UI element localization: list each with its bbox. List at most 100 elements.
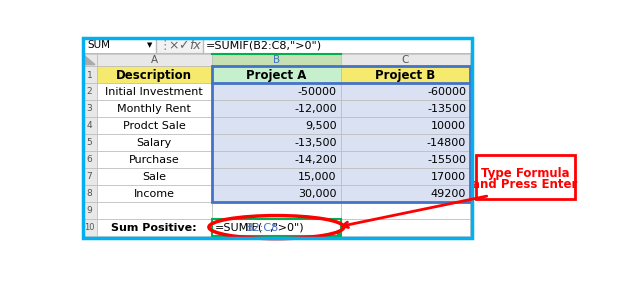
FancyBboxPatch shape [341, 83, 470, 100]
Text: 17000: 17000 [431, 172, 466, 182]
Bar [83, 38, 472, 238]
FancyBboxPatch shape [212, 202, 341, 219]
Text: =SUMIF(B2:C8,">0"): =SUMIF(B2:C8,">0") [206, 40, 322, 50]
Text: Project A: Project A [246, 68, 306, 81]
Polygon shape [84, 55, 95, 65]
FancyBboxPatch shape [341, 185, 470, 202]
Text: B: B [273, 55, 280, 65]
FancyBboxPatch shape [96, 151, 212, 168]
FancyBboxPatch shape [341, 219, 470, 236]
FancyBboxPatch shape [341, 66, 470, 83]
FancyBboxPatch shape [212, 151, 341, 168]
FancyBboxPatch shape [476, 155, 575, 199]
Text: Type Formula: Type Formula [481, 167, 569, 180]
FancyBboxPatch shape [96, 66, 212, 83]
Bar [212, 66, 470, 202]
Text: 9: 9 [87, 206, 92, 215]
Text: 8: 8 [87, 189, 92, 198]
Text: -14,200: -14,200 [294, 155, 337, 165]
Text: Purchase: Purchase [129, 155, 180, 165]
Text: -15500: -15500 [427, 155, 466, 165]
FancyBboxPatch shape [212, 168, 341, 185]
Text: Sum Positive:: Sum Positive: [112, 222, 197, 232]
FancyBboxPatch shape [83, 117, 96, 134]
Text: 10: 10 [84, 223, 95, 232]
Text: 10000: 10000 [431, 121, 466, 131]
FancyBboxPatch shape [341, 54, 470, 66]
FancyBboxPatch shape [341, 117, 470, 134]
Text: ✓: ✓ [178, 39, 188, 52]
Text: 49200: 49200 [431, 189, 466, 199]
Text: Description: Description [116, 68, 192, 81]
FancyBboxPatch shape [212, 117, 341, 134]
FancyBboxPatch shape [83, 151, 96, 168]
FancyBboxPatch shape [96, 168, 212, 185]
FancyBboxPatch shape [96, 185, 212, 202]
Text: Sale: Sale [143, 172, 166, 182]
Text: ,">0"): ,">0") [270, 222, 304, 232]
FancyBboxPatch shape [212, 66, 341, 83]
Text: 3: 3 [87, 104, 92, 114]
Text: =SUMIF(: =SUMIF( [215, 222, 263, 232]
Text: -12,000: -12,000 [294, 104, 337, 114]
FancyBboxPatch shape [83, 134, 96, 151]
Text: 30,000: 30,000 [299, 189, 337, 199]
Text: Initial Investment: Initial Investment [105, 87, 203, 97]
FancyBboxPatch shape [212, 134, 341, 151]
FancyBboxPatch shape [96, 100, 212, 117]
FancyBboxPatch shape [341, 202, 470, 219]
Text: 2: 2 [87, 88, 92, 96]
FancyBboxPatch shape [212, 83, 341, 100]
FancyBboxPatch shape [212, 219, 341, 236]
Text: 1: 1 [87, 71, 92, 80]
Text: B2:C8: B2:C8 [246, 222, 279, 232]
FancyBboxPatch shape [83, 38, 156, 53]
Text: C: C [402, 55, 409, 65]
Text: fx: fx [189, 39, 200, 52]
FancyBboxPatch shape [83, 185, 96, 202]
FancyBboxPatch shape [212, 185, 341, 202]
Text: -50000: -50000 [298, 87, 337, 97]
FancyBboxPatch shape [341, 168, 470, 185]
FancyBboxPatch shape [83, 100, 96, 117]
Text: Monthly Rent: Monthly Rent [117, 104, 191, 114]
FancyBboxPatch shape [212, 100, 341, 117]
Text: Salary: Salary [137, 138, 172, 148]
FancyBboxPatch shape [83, 219, 96, 236]
Text: ×: × [168, 39, 178, 52]
Text: -14800: -14800 [427, 138, 466, 148]
FancyBboxPatch shape [212, 54, 341, 66]
Text: -60000: -60000 [427, 87, 466, 97]
FancyBboxPatch shape [83, 66, 96, 83]
Text: 7: 7 [87, 172, 92, 181]
Text: ▼: ▼ [147, 42, 152, 48]
FancyBboxPatch shape [83, 83, 96, 100]
Text: 9,500: 9,500 [305, 121, 337, 131]
Bar [337, 232, 341, 236]
Text: and Press Enter: and Press Enter [473, 178, 578, 191]
Text: 5: 5 [87, 138, 92, 147]
FancyBboxPatch shape [96, 202, 212, 219]
FancyBboxPatch shape [96, 83, 212, 100]
Text: SUM: SUM [87, 40, 110, 50]
Text: 6: 6 [87, 155, 92, 164]
FancyBboxPatch shape [83, 168, 96, 185]
Text: Project B: Project B [375, 68, 435, 81]
Text: ⋮: ⋮ [159, 39, 171, 52]
Text: 15,000: 15,000 [299, 172, 337, 182]
Text: -13500: -13500 [427, 104, 466, 114]
FancyBboxPatch shape [83, 202, 96, 219]
Text: 4: 4 [87, 121, 92, 130]
FancyBboxPatch shape [96, 219, 212, 236]
FancyBboxPatch shape [96, 54, 212, 66]
FancyBboxPatch shape [341, 151, 470, 168]
FancyBboxPatch shape [203, 38, 472, 53]
Text: -13,500: -13,500 [294, 138, 337, 148]
FancyBboxPatch shape [96, 134, 212, 151]
FancyBboxPatch shape [96, 117, 212, 134]
FancyBboxPatch shape [341, 100, 470, 117]
FancyBboxPatch shape [83, 54, 96, 66]
Text: Income: Income [134, 189, 175, 199]
Text: Prodct Sale: Prodct Sale [123, 121, 186, 131]
FancyBboxPatch shape [83, 38, 472, 53]
